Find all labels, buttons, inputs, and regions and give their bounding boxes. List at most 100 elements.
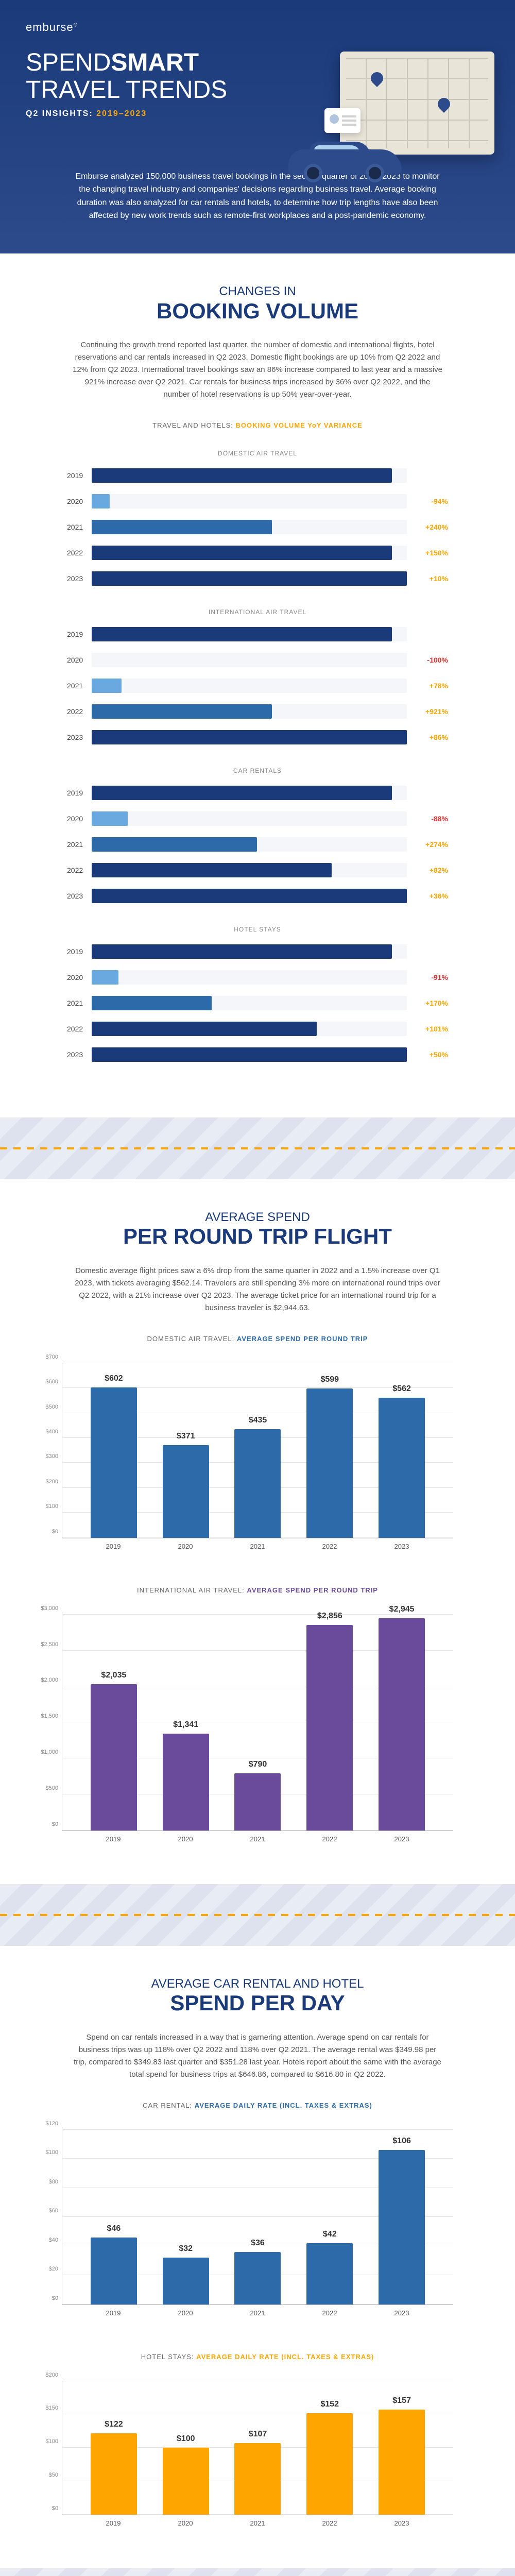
hbar-track: [92, 730, 407, 744]
sublabel-accent: BOOKING VOLUME YoY VARIANCE: [235, 421, 362, 429]
bar-column: $106: [379, 2130, 425, 2304]
hbar-fill: [92, 944, 392, 959]
title-line1b: SMART: [111, 49, 199, 76]
bar: $2,856: [306, 1625, 353, 1831]
y-axis-label: $500: [31, 1785, 58, 1791]
hbar-track: [92, 1047, 407, 1062]
hbar-row: 2021+240%: [67, 516, 448, 538]
hbar-track: [92, 1022, 407, 1036]
y-axis-label: $100: [31, 2438, 58, 2445]
y-axis-label: $2,500: [31, 1641, 58, 1648]
hbar-year: 2019: [67, 630, 92, 638]
hbar-row: 2023+86%: [67, 726, 448, 749]
bar-column: $435: [234, 1363, 281, 1538]
bar: $435: [234, 1429, 281, 1538]
domestic-flight-chart: $0$100$200$300$400$500$600$700$602$371$4…: [62, 1363, 453, 1538]
sublabel-prefix: DOMESTIC AIR TRAVEL:: [147, 1335, 235, 1343]
x-axis-label: 2022: [306, 1543, 353, 1550]
x-axis-label: 2023: [379, 1835, 425, 1843]
x-axis-label: 2023: [379, 1543, 425, 1550]
hbar-track: [92, 520, 407, 534]
hbar-fill: [92, 863, 332, 877]
bars-container: $2,035$1,341$790$2,856$2,945: [62, 1615, 453, 1831]
y-axis-label: $100: [31, 2149, 58, 2156]
hbar-year: 2019: [67, 947, 92, 956]
x-axis-label: 2020: [162, 1543, 209, 1550]
bars-container: $602$371$435$599$562: [62, 1363, 453, 1538]
hbar-fill: [92, 996, 212, 1010]
hbar-value: -91%: [407, 973, 448, 981]
bar-column: $46: [91, 2130, 137, 2304]
hbar-group-title: INTERNATIONAL AIR TRAVEL: [67, 608, 448, 616]
bars-container: $122$100$107$152$157: [62, 2381, 453, 2515]
title-thin: CHANGES IN: [26, 284, 489, 299]
hbar-fill: [92, 494, 110, 509]
bar-value-label: $599: [320, 1375, 339, 1384]
divider: [0, 1117, 515, 1179]
hbar-value: -100%: [407, 656, 448, 664]
hbar-year: 2023: [67, 1050, 92, 1059]
hbar-row: 2023+50%: [67, 1043, 448, 1066]
x-axis-label: 2020: [162, 2519, 209, 2527]
hbar-track: [92, 627, 407, 641]
x-axis-label: 2019: [90, 1543, 136, 1550]
bar: $106: [379, 2150, 425, 2304]
brand-name: emburse: [26, 21, 74, 33]
bar: $122: [91, 2433, 137, 2515]
intl-flight-chart: $0$500$1,000$1,500$2,000$2,500$3,000$2,0…: [62, 1615, 453, 1831]
bars-container: $46$32$36$42$106: [62, 2130, 453, 2304]
y-axis-label: $0: [31, 2505, 58, 2512]
hbar-track: [92, 811, 407, 826]
bar-value-label: $2,035: [101, 1671, 126, 1680]
hbar-year: 2020: [67, 973, 92, 981]
hbar-row: 2019: [67, 782, 448, 804]
y-axis-label: $1,000: [31, 1749, 58, 1755]
hbar-value: +101%: [407, 1025, 448, 1033]
bar-value-label: $435: [249, 1416, 267, 1425]
hbar-row: 2023+36%: [67, 885, 448, 907]
bar: $157: [379, 2410, 425, 2514]
hbar-year: 2020: [67, 497, 92, 505]
y-axis-label: $0: [31, 1821, 58, 1827]
hbar-fill: [92, 730, 407, 744]
section-desc: Domestic average flight prices saw a 6% …: [72, 1265, 443, 1314]
divider: [0, 2568, 515, 2576]
hbar-value: +274%: [407, 840, 448, 849]
bar-value-label: $107: [249, 2430, 267, 2439]
bar-column: $157: [379, 2381, 425, 2515]
bar: $371: [163, 1445, 209, 1538]
hbar-fill: [92, 679, 122, 693]
subtitle-label: Q2 INSIGHTS:: [26, 109, 93, 118]
map-pin-icon: [435, 95, 453, 113]
hbar-group-title: HOTEL STAYS: [67, 926, 448, 933]
hotel-sublabel: HOTEL STAYS: AVERAGE DAILY RATE (INCL. T…: [26, 2353, 489, 2361]
hbar-track: [92, 786, 407, 800]
y-axis-label: $60: [31, 2208, 58, 2214]
y-axis-label: $700: [31, 1354, 58, 1360]
title-bold: BOOKING VOLUME: [26, 299, 489, 324]
hbar-fill: [92, 837, 257, 852]
hbar-track: [92, 679, 407, 693]
hbar-value: +86%: [407, 733, 448, 741]
bar-column: $100: [163, 2381, 209, 2515]
bar: $602: [91, 1387, 137, 1538]
bar-column: $2,035: [91, 1615, 137, 1831]
hbar-value: +10%: [407, 574, 448, 583]
divider: [0, 1884, 515, 1946]
header-illustration: [288, 52, 494, 185]
sublabel-accent: AVERAGE SPEND PER ROUND TRIP: [247, 1586, 378, 1594]
hbar-value: +921%: [407, 707, 448, 716]
sublabel-prefix: INTERNATIONAL AIR TRAVEL:: [137, 1586, 245, 1594]
hbar-year: 2020: [67, 656, 92, 664]
hbar-row: 2022+82%: [67, 859, 448, 882]
subtitle-years: 2019–2023: [96, 109, 147, 118]
sublabel-prefix: TRAVEL AND HOTELS:: [152, 421, 233, 429]
section-desc: Continuing the growth trend reported las…: [72, 339, 443, 401]
x-axis-labels: 20192020202120222023: [62, 1543, 453, 1550]
hbar-value: +36%: [407, 892, 448, 900]
y-axis-label: $500: [31, 1404, 58, 1410]
bar: $42: [306, 2243, 353, 2304]
hbar-track: [92, 996, 407, 1010]
hbar-fill: [92, 571, 407, 586]
x-axis-label: 2022: [306, 1835, 353, 1843]
